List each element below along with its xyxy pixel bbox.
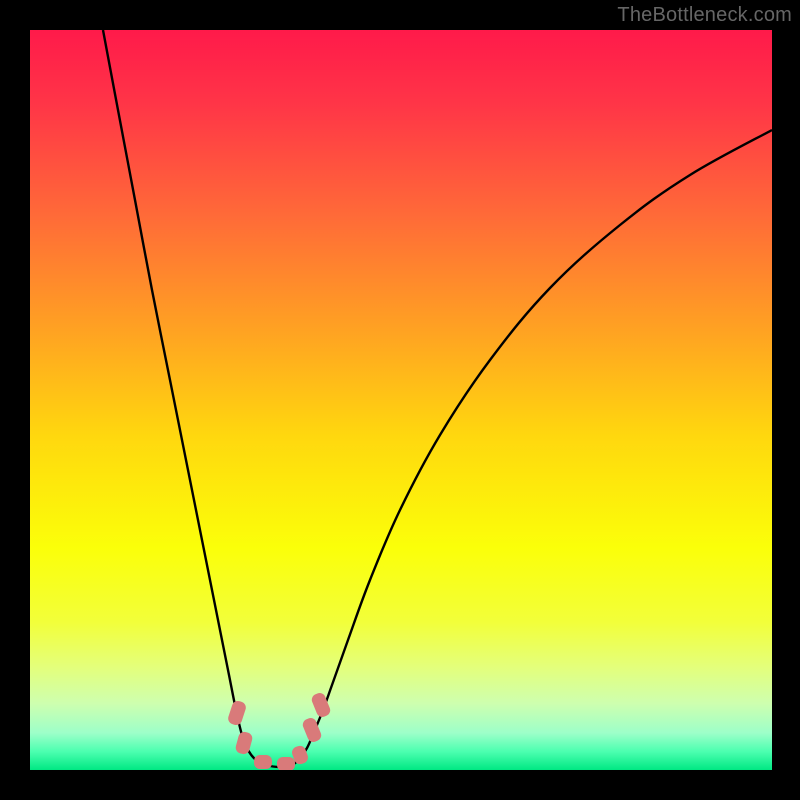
watermark-label: TheBottleneck.com <box>617 4 792 27</box>
bottleneck-chart: TheBottleneck.com <box>0 0 800 800</box>
curve-markers <box>30 30 772 770</box>
plot-area <box>30 30 772 770</box>
curve-marker <box>234 731 253 756</box>
curve-marker <box>254 755 272 769</box>
chart-border-bottom <box>0 770 800 800</box>
chart-border-right <box>772 0 800 800</box>
chart-border-left <box>0 0 30 800</box>
curve-marker <box>227 699 248 726</box>
curve-marker <box>277 757 295 771</box>
curve-marker <box>301 716 323 743</box>
curve-marker <box>310 691 332 718</box>
